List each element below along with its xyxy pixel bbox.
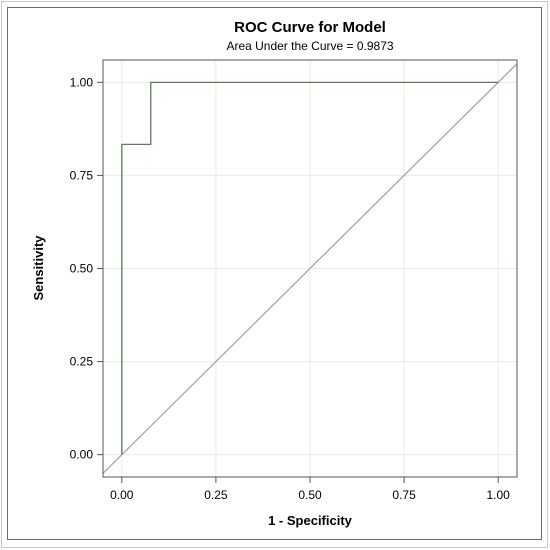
y-tick-label: 0.50 — [70, 262, 94, 276]
diagonal-reference-line — [102, 63, 518, 474]
inner-frame — [7, 7, 542, 540]
x-tick-label: 0.50 — [298, 488, 322, 502]
x-tick-label: 0.25 — [204, 488, 228, 502]
x-axis-label: 1 - Specificity — [268, 513, 353, 528]
chart-title: ROC Curve for Model — [234, 19, 386, 36]
y-tick-label: 1.00 — [70, 75, 94, 89]
x-tick-label: 0.00 — [110, 488, 134, 502]
y-axis-label: Sensitivity — [31, 235, 46, 301]
plot-area: 0.00 0.25 0.50 0.75 1.00 0.00 0.25 0.50 0.75 1.00 — [70, 59, 518, 502]
y-tick-label: 0.00 — [70, 448, 94, 462]
y-tick-label: 0.75 — [70, 168, 94, 182]
y-tick-label: 0.25 — [70, 355, 94, 369]
x-tick-label: 0.75 — [392, 488, 416, 502]
x-tick-label: 1.00 — [487, 488, 511, 502]
roc-curve-line — [121, 81, 499, 455]
chart-subtitle: Area Under the Curve = 0.9873 — [226, 39, 393, 53]
